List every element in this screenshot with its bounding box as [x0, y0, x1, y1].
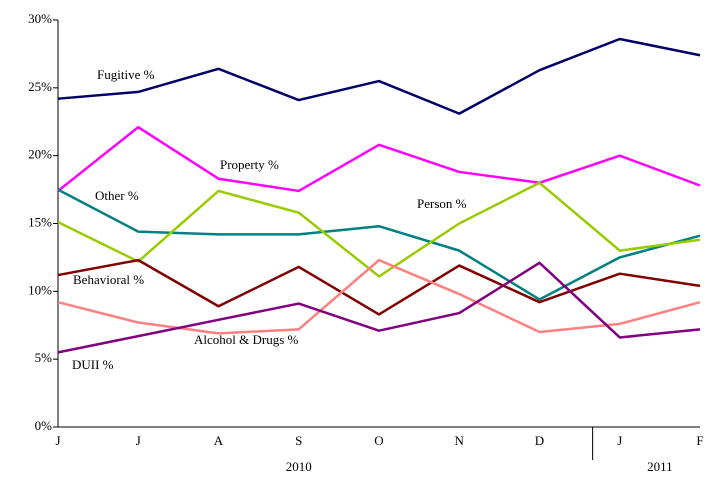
y-tick-label: 0% [35, 418, 53, 433]
group-label: 2010 [286, 459, 312, 474]
series-label: Behavioral % [73, 272, 144, 287]
x-tick-label: S [295, 433, 302, 448]
y-tick-label: 5% [35, 350, 53, 365]
series-label: DUII % [72, 357, 114, 372]
y-tick-label: 10% [28, 282, 52, 297]
y-tick-label: 15% [28, 214, 52, 229]
x-tick-label: F [696, 433, 703, 448]
series-label: Property % [220, 157, 279, 172]
x-tick-label: N [455, 433, 465, 448]
y-tick-label: 20% [28, 147, 52, 162]
series-label: Alcohol & Drugs % [194, 332, 299, 347]
series-label: Person % [417, 196, 467, 211]
series-line [57, 37, 701, 115]
x-tick-label: J [136, 433, 141, 448]
series-line [57, 261, 701, 354]
y-tick-label: 25% [28, 79, 52, 94]
x-tick-label: J [617, 433, 622, 448]
x-tick-label: D [535, 433, 544, 448]
series-line [57, 181, 701, 278]
group-label: 2011 [647, 459, 673, 474]
x-tick-label: O [374, 433, 383, 448]
series-label: Other % [95, 188, 139, 203]
series-line [57, 188, 701, 301]
series-line [57, 258, 701, 316]
series-line [57, 125, 701, 193]
x-tick-label: J [55, 433, 60, 448]
series-line [57, 258, 701, 335]
x-tick-label: A [214, 433, 224, 448]
series-label: Fugitive % [97, 67, 155, 82]
y-tick-label: 30% [28, 11, 52, 26]
